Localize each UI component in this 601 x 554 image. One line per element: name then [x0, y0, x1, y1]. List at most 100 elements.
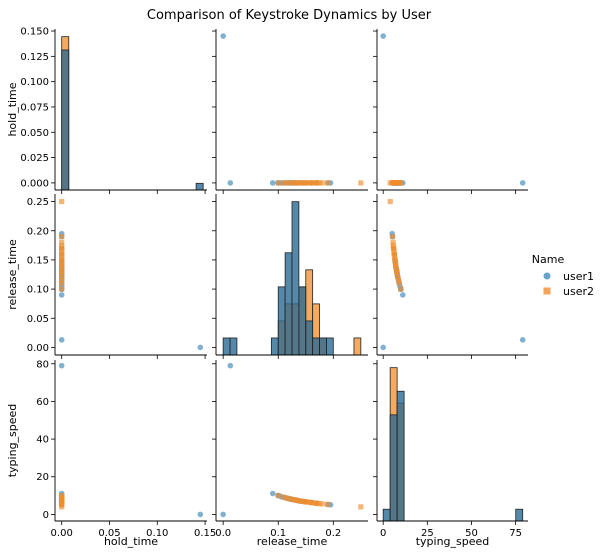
- point-user2: [303, 499, 309, 505]
- x-axis-label-release_time: release_time: [257, 535, 328, 548]
- point-user2: [294, 497, 301, 504]
- point-user2: [59, 245, 65, 251]
- hist-bar-user1: [382, 508, 391, 522]
- y-tick-label: 0.000: [20, 178, 49, 189]
- hist-bar-user1: [61, 49, 70, 191]
- point-user2: [392, 260, 398, 266]
- point-user2: [294, 180, 301, 186]
- y-tick-label: 0.00: [27, 343, 49, 354]
- point-user2: [305, 499, 312, 505]
- hist-bar-user1: [312, 337, 320, 356]
- point-user2: [308, 499, 314, 506]
- point-user1: [220, 33, 226, 39]
- legend: Name user1 user2: [532, 253, 594, 298]
- point-user2: [319, 501, 325, 507]
- point-user2: [59, 257, 65, 263]
- point-user1: [197, 344, 204, 351]
- x-tick-label: 50: [465, 528, 478, 539]
- point-user2: [358, 180, 364, 186]
- point-user2: [300, 498, 306, 505]
- point-user2: [316, 180, 323, 186]
- point-user2: [59, 198, 65, 205]
- point-user2: [391, 251, 397, 257]
- point-user1: [58, 292, 65, 298]
- point-user2: [283, 495, 290, 501]
- point-user2: [308, 180, 314, 186]
- x-axis-label-typing_speed: typing_speed: [416, 535, 490, 548]
- point-user2: [59, 251, 65, 257]
- hist-bar-user1: [515, 508, 524, 522]
- legend-title: Name: [532, 253, 565, 266]
- y-tick-label: 0.100: [20, 77, 49, 88]
- hist-bar-user1: [222, 337, 231, 356]
- panel-hold_time-vs-hold_time: 0.000 0.025 0.050 0.075 0.100 0.125 0.150: [20, 27, 207, 194]
- panel-hold_time-vs-release_time: [212, 29, 368, 194]
- point-user1: [58, 337, 65, 343]
- point-user1: [220, 511, 226, 518]
- point-user1: [519, 337, 526, 343]
- hist-bar-user1: [319, 337, 327, 356]
- point-user2: [395, 274, 401, 281]
- point-user2: [314, 180, 320, 186]
- panel-release_time-vs-release_time: [212, 194, 368, 359]
- point-user2: [59, 504, 65, 510]
- y-tick-label: 0.025: [20, 153, 49, 164]
- point-user2: [316, 501, 323, 507]
- point-user2: [396, 280, 402, 286]
- hist-bar-user1: [326, 337, 334, 356]
- x-axis-label-hold_time: hold_time: [104, 535, 158, 548]
- panel-hold_time-vs-typing_speed: [373, 29, 528, 194]
- y-tick-label: 0.150: [20, 27, 49, 38]
- y-tick-label: 0.20: [27, 226, 49, 237]
- point-user2: [59, 254, 65, 260]
- panel-typing_speed-vs-release_time: 0.0 0.1 0.2: [212, 360, 368, 539]
- point-user2: [393, 263, 399, 269]
- point-user2: [59, 242, 65, 248]
- hist-bar-user2: [353, 337, 362, 356]
- hist-bar-user1: [291, 201, 300, 356]
- point-user2: [387, 198, 393, 205]
- point-user2: [59, 286, 65, 292]
- point-user2: [59, 277, 65, 283]
- point-user2: [390, 239, 396, 246]
- point-user2: [59, 271, 65, 278]
- point-user2: [59, 274, 65, 281]
- point-user2: [303, 180, 309, 186]
- x-tick-label: 25: [421, 528, 434, 539]
- y-axis-label-hold_time: hold_time: [6, 82, 19, 136]
- legend-entry-user1: user1: [543, 270, 594, 283]
- point-user2: [286, 180, 292, 186]
- point-user2: [59, 263, 65, 269]
- point-user2: [59, 266, 65, 272]
- point-user2: [325, 180, 331, 186]
- figure-title: Comparison of Keystroke Dynamics by User: [147, 8, 432, 23]
- legend-marker-user1: [543, 272, 551, 280]
- point-user2: [311, 180, 317, 186]
- point-user2: [319, 180, 325, 186]
- legend-label-user1: user1: [563, 270, 594, 283]
- point-user2: [390, 242, 396, 248]
- point-user2: [292, 180, 298, 186]
- point-user2: [395, 277, 402, 283]
- legend-entry-user2: user2: [543, 285, 594, 298]
- y-tick-label: 0.10: [27, 285, 49, 296]
- point-user2: [392, 254, 398, 260]
- y-axis-label-typing_speed: typing_speed: [6, 404, 19, 478]
- y-tick-label: 0.125: [20, 52, 49, 63]
- point-user2: [59, 280, 65, 286]
- point-user2: [289, 496, 295, 502]
- hist-bar-user1: [277, 286, 286, 356]
- hist-bar-user1: [298, 286, 307, 356]
- point-user2: [300, 180, 306, 186]
- point-user2: [283, 180, 290, 186]
- point-user2: [281, 180, 287, 186]
- point-user2: [391, 245, 397, 251]
- x-tick-label: 0.05: [98, 528, 120, 539]
- point-user2: [314, 500, 320, 506]
- point-user2: [389, 233, 396, 240]
- y-tick-label: 80: [36, 359, 49, 370]
- point-user2: [289, 180, 295, 186]
- y-tick-label: 20: [36, 472, 49, 483]
- x-tick-label: 0.2: [325, 528, 341, 539]
- point-user2: [59, 233, 65, 240]
